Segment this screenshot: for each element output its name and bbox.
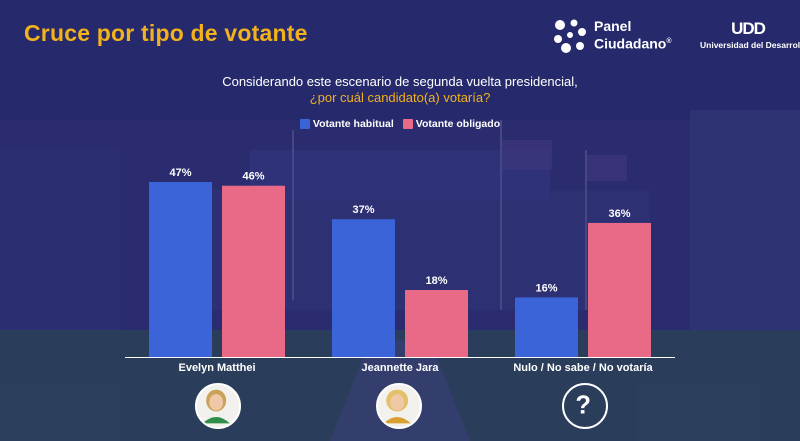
bar-obligado-2: [588, 222, 651, 357]
chart-legend: Votante habitual Votante obligado: [0, 118, 800, 132]
category-label-1: Jeannette Jara: [361, 362, 439, 374]
udd-mark: UDD: [731, 19, 766, 38]
data-label-habitual-1: 37%: [352, 204, 374, 216]
category-label-0: Evelyn Matthei: [178, 362, 255, 374]
data-label-habitual-2: 16%: [535, 282, 557, 294]
legend-item-obligado: Votante obligado: [402, 118, 501, 130]
panel-ciudadano-logo: Panel Ciudadano®: [552, 18, 687, 54]
matthei-avatar-icon: [195, 383, 241, 429]
category-label-2: Nulo / No sabe / No votaría: [513, 362, 653, 374]
legend-swatch-obligado: [402, 119, 413, 129]
panel-dots-icon: [554, 19, 586, 53]
question-line-2: ¿por cuál candidato(a) votaría?: [309, 90, 491, 105]
logo-panel-line1: Panel: [594, 18, 632, 34]
bar-habitual-1: [332, 219, 395, 357]
udd-subtitle: Universidad del Desarrollo: [700, 40, 800, 50]
data-label-obligado-1: 18%: [425, 275, 447, 287]
registered-mark: ®: [666, 38, 672, 45]
legend-swatch-habitual: [299, 119, 310, 129]
question-mark-icon: ?: [562, 383, 608, 429]
bar-obligado-0: [222, 185, 285, 357]
legend-label-habitual: Votante habitual: [312, 118, 394, 130]
bar-habitual-0: [149, 182, 212, 357]
page-title: Cruce por tipo de votante: [24, 20, 308, 46]
data-label-obligado-2: 36%: [608, 208, 630, 220]
logo-panel-line2: Ciudadano: [594, 35, 667, 52]
bar-obligado-1: [405, 289, 468, 357]
svg-text:?: ?: [575, 391, 591, 419]
udd-logo: UDD Universidad del Desarrollo: [700, 19, 800, 52]
data-label-habitual-0: 47%: [169, 167, 191, 179]
jara-avatar-icon: [376, 383, 422, 429]
data-label-obligado-0: 46%: [242, 171, 264, 183]
legend-label-obligado: Votante obligado: [415, 118, 501, 130]
question-line-1: Considerando este escenario de segunda v…: [222, 74, 578, 89]
legend-item-habitual: Votante habitual: [299, 118, 394, 130]
bar-habitual-2: [515, 297, 578, 357]
